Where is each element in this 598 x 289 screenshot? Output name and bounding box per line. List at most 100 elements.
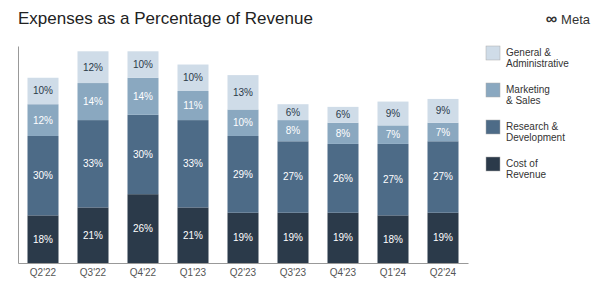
bar-segment (178, 91, 209, 120)
data-label: 27% (433, 171, 453, 182)
bar-segment (78, 83, 109, 120)
x-tick-label: Q2'24 (430, 267, 457, 278)
bar-segment (228, 136, 259, 213)
legend-swatch (486, 120, 500, 134)
bar-segment (28, 215, 59, 263)
x-tick-label: Q1'23 (180, 267, 207, 278)
bar-segment (28, 104, 59, 136)
bar-segment (428, 99, 459, 123)
legend-swatch (486, 83, 500, 97)
data-label: 13% (233, 87, 253, 98)
annotation: ∞ (546, 10, 557, 27)
data-label: 27% (283, 171, 303, 182)
data-label: 6% (286, 107, 301, 118)
data-label: 9% (436, 105, 451, 116)
data-label: 10% (183, 72, 203, 83)
data-label: 19% (283, 232, 303, 243)
data-label: 18% (383, 234, 403, 245)
x-tick-label: Q3'23 (280, 267, 307, 278)
legend-label: Research &Development (506, 121, 565, 144)
x-tick: Q4'22 (130, 263, 157, 278)
legend: General &Administrative Marketing& Sales R… (486, 46, 569, 180)
bar-segment (378, 125, 409, 144)
bar-segment (78, 207, 109, 263)
title: Expenses as a Percentage of Revenue (18, 9, 313, 28)
x-tick: Q3'23 (280, 263, 307, 278)
data-label: 21% (183, 230, 203, 241)
data-label: 6% (336, 109, 351, 120)
data-label: 8% (336, 128, 351, 139)
bars (28, 51, 459, 263)
data-label: 33% (83, 158, 103, 169)
bar-segment (128, 194, 159, 263)
data-label: 26% (133, 223, 153, 234)
legend-label-line: Research & (506, 121, 559, 132)
x-tick-label: Q1'24 (380, 267, 407, 278)
bar-segment (278, 213, 309, 263)
data-label: 10% (33, 85, 53, 96)
legend-label-line: & Sales (506, 95, 540, 106)
bar-segment (278, 141, 309, 212)
bar-segment (328, 107, 359, 123)
data-label: 19% (333, 232, 353, 243)
bar-segment (178, 120, 209, 207)
data-label: 30% (33, 170, 53, 181)
data-label: 10% (233, 117, 253, 128)
bar-segment (28, 136, 59, 215)
bar-segment (278, 104, 309, 120)
data-label: 26% (333, 173, 353, 184)
x-tick: Q3'22 (80, 263, 107, 278)
y-axis-line (18, 47, 19, 264)
x-tick: Q1'24 (380, 263, 407, 278)
data-label: 33% (183, 158, 203, 169)
x-tick: Q2'22 (30, 263, 57, 278)
bar-segment (328, 123, 359, 144)
bar-segment (378, 144, 409, 215)
data-label: 29% (233, 169, 253, 180)
bar-segment (378, 215, 409, 263)
bar-segment (378, 102, 409, 126)
bar-segment (228, 75, 259, 109)
x-axis-line (19, 263, 469, 264)
legend-label-line: Development (506, 132, 565, 143)
plot: 18%21%26%21%19%19%19%18%19%30%33%30%33%2… (19, 47, 469, 279)
bar-segment (78, 51, 109, 83)
legend-item: Cost ofRevenue (486, 157, 546, 180)
data-label: 12% (83, 62, 103, 73)
legend-item: General &Administrative (486, 46, 569, 69)
bar-segment (178, 65, 209, 91)
legend-label-line: Marketing (506, 84, 550, 95)
legend-label-line: Cost of (506, 158, 538, 169)
x-tick: Q2'24 (430, 263, 457, 278)
x-tick: Q4'23 (330, 263, 357, 278)
data-label: 27% (383, 174, 403, 185)
data-label: 12% (33, 115, 53, 126)
bar-segment (178, 207, 209, 263)
data-label: 19% (233, 232, 253, 243)
x-tick: Q1'23 (180, 263, 207, 278)
bar-segment (228, 213, 259, 263)
legend-item: Research &Development (486, 120, 565, 143)
x-tick-label: Q4'23 (330, 267, 357, 278)
data-label: 8% (286, 125, 301, 136)
bar-segment (128, 51, 159, 77)
x-tick-label: Q4'22 (130, 267, 157, 278)
bar-segment (228, 110, 259, 136)
bar-segment (128, 78, 159, 115)
data-label: 18% (33, 234, 53, 245)
bar-segment (78, 120, 109, 207)
data-label: 30% (133, 149, 153, 160)
legend-label: Cost ofRevenue (506, 158, 546, 181)
legend-label-line: Administrative (506, 58, 569, 69)
annotation: Meta (561, 12, 591, 27)
data-labels: 18%21%26%21%19%19%19%18%19%30%33%30%33%2… (33, 59, 453, 245)
data-label: 7% (386, 129, 401, 140)
bar-segment (128, 115, 159, 194)
series (28, 78, 459, 144)
chart: Expenses as a Percentage of Revenue Meta ∞… (0, 0, 598, 289)
legend-swatch (486, 157, 500, 171)
bar-segment (278, 120, 309, 141)
data-label: 9% (386, 108, 401, 119)
data-label: 10% (133, 59, 153, 70)
data-label: 19% (433, 232, 453, 243)
